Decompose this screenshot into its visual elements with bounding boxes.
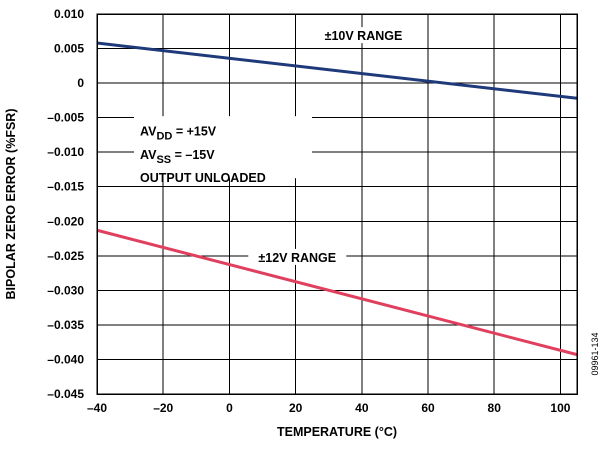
x-tick-label: 0 bbox=[226, 401, 233, 415]
conditions-annotation: AVDD = +15V AVSS = –15V OUTPUT UNLOADED bbox=[134, 116, 313, 185]
y-tick-label: –0.025 bbox=[47, 249, 84, 263]
x-tick-label: 80 bbox=[488, 401, 502, 415]
x-tick-labels: –40 –20 0 20 40 60 80 100 bbox=[87, 401, 571, 415]
y-tick-label: –0.045 bbox=[47, 387, 84, 401]
y-tick-label: –0.010 bbox=[47, 145, 84, 159]
condition-line: AVSS = –15V bbox=[140, 148, 215, 166]
x-tick-label: 100 bbox=[550, 401, 570, 415]
y-tick-label: –0.005 bbox=[47, 111, 84, 125]
y-tick-label: 0 bbox=[77, 76, 84, 90]
series-lines bbox=[96, 41, 578, 357]
x-tick-label: 60 bbox=[421, 401, 435, 415]
y-tick-label: –0.040 bbox=[47, 352, 84, 366]
series-line bbox=[96, 41, 578, 100]
series-label-box bbox=[314, 27, 413, 44]
y-axis-title: BIPOLAR ZERO ERROR (%FSR) bbox=[4, 109, 18, 300]
series-labels: ±10V RANGE ±12V RANGE bbox=[248, 27, 413, 265]
x-tick-label: –40 bbox=[87, 401, 107, 415]
series-label: ±10V RANGE bbox=[325, 29, 403, 43]
figure-id: 09961-134 bbox=[590, 332, 600, 375]
y-tick-label: –0.015 bbox=[47, 180, 84, 194]
y-tick-label: 0.010 bbox=[54, 7, 84, 21]
y-tick-label: –0.020 bbox=[47, 214, 84, 228]
series-line bbox=[96, 228, 578, 357]
series-label: ±12V RANGE bbox=[258, 251, 336, 265]
series-label-box bbox=[248, 248, 347, 265]
plot-frame bbox=[96, 13, 578, 395]
x-tick-label: –20 bbox=[153, 401, 173, 415]
condition-line: AVDD = +15V bbox=[140, 125, 217, 143]
x-tick-label: 20 bbox=[289, 401, 303, 415]
y-tick-label: 0.005 bbox=[54, 42, 84, 56]
conditions-box bbox=[134, 116, 313, 179]
condition-line: OUTPUT UNLOADED bbox=[140, 171, 266, 185]
y-tick-labels: 0.010 0.005 0 –0.005 –0.010 –0.015 –0.020 –0.02… bbox=[47, 7, 84, 401]
y-tick-label: –0.035 bbox=[47, 318, 84, 332]
y-tick-label: –0.030 bbox=[47, 283, 84, 297]
x-axis-title: TEMPERATURE (°C) bbox=[277, 425, 397, 439]
x-tick-label: 40 bbox=[355, 401, 369, 415]
